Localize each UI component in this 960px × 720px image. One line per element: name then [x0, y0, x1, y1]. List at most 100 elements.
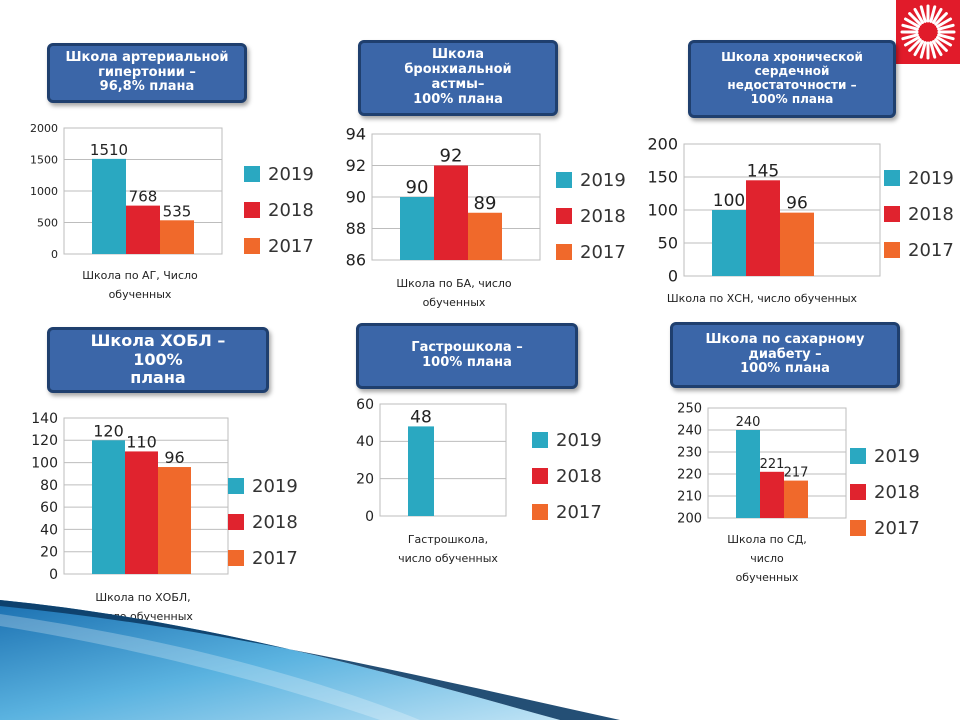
- bar-2018: [434, 165, 468, 260]
- legend-swatch: [228, 478, 244, 494]
- bar-2019: [712, 210, 746, 276]
- legend-label: 2017: [252, 547, 298, 569]
- legend-item-2018: 2018: [532, 458, 602, 494]
- legend-label: 2018: [556, 465, 602, 487]
- legend-swatch: [532, 432, 548, 448]
- legend-label: 2017: [908, 239, 954, 261]
- bar-2017: [780, 212, 814, 276]
- y-tick-label: 200: [677, 512, 702, 527]
- logo-ray: [903, 17, 920, 28]
- legend-item-2018: 2018: [884, 196, 954, 232]
- legend-item-2017: 2017: [244, 228, 314, 264]
- y-tick-label: 60: [356, 397, 374, 413]
- plot-area: [379, 403, 507, 517]
- legend-swatch: [532, 468, 548, 484]
- x-category-label: Школа по АГ, Число обученных: [82, 269, 198, 301]
- y-tick-label: 100: [31, 455, 58, 471]
- legend-label: 2017: [556, 501, 602, 523]
- logo-ray: [929, 41, 937, 59]
- y-tick-label: 92: [346, 156, 366, 175]
- legend-label: 2019: [268, 163, 314, 185]
- legend-label: 2018: [908, 203, 954, 225]
- legend-swatch: [850, 520, 866, 536]
- logo-ray: [937, 23, 955, 31]
- data-label: 1510: [90, 141, 128, 159]
- y-tick-label: 0: [668, 267, 678, 286]
- bar-2017: [160, 220, 194, 254]
- x-category-label: Школа по СД, число обученных: [727, 533, 807, 584]
- data-label: 240: [736, 415, 761, 430]
- bar-2018: [746, 180, 780, 276]
- data-label: 768: [129, 188, 158, 206]
- legend-item-2019: 2019: [228, 468, 298, 504]
- y-tick-label: 50: [658, 234, 678, 253]
- y-tick-label: 230: [677, 446, 702, 461]
- legend-swatch: [884, 242, 900, 258]
- chart-title-diabetes: Школа по сахарному диабету – 100% плана: [670, 322, 900, 388]
- y-tick-label: 150: [647, 168, 678, 187]
- y-tick-label: 0: [49, 567, 58, 583]
- data-label: 221: [760, 457, 785, 472]
- data-label: 100: [713, 191, 745, 211]
- legend-label: 2017: [580, 241, 626, 263]
- logo-ray: [913, 7, 924, 24]
- legend-swatch: [884, 206, 900, 222]
- bar-2018: [126, 205, 160, 254]
- y-tick-label: 240: [677, 424, 702, 439]
- legend-label: 2019: [556, 429, 602, 451]
- legend-item-2018: 2018: [244, 192, 314, 228]
- logo-ray: [932, 7, 943, 24]
- y-tick-label: 60: [40, 500, 58, 516]
- legend-swatch: [850, 448, 866, 464]
- sun-logo-icon: [896, 0, 960, 64]
- logo-ray: [934, 12, 948, 26]
- x-category-label: Гастрошкола, число обученных: [398, 533, 498, 565]
- legend-label: 2017: [874, 517, 920, 539]
- logo-ray: [908, 12, 922, 26]
- y-tick-label: 94: [346, 125, 366, 144]
- legend-label: 2019: [580, 169, 626, 191]
- legend-label: 2018: [580, 205, 626, 227]
- y-tick-label: 500: [37, 216, 58, 229]
- bar-2018: [125, 451, 158, 574]
- legend-label: 2018: [268, 199, 314, 221]
- legend-swatch: [244, 238, 260, 254]
- bar-2019: [92, 158, 126, 254]
- y-tick-label: 2000: [30, 122, 58, 135]
- legend-item-2018: 2018: [228, 504, 298, 540]
- logo-ray: [901, 33, 919, 41]
- data-label: 535: [163, 202, 192, 220]
- logo-ray: [936, 36, 953, 47]
- data-label: 90: [406, 177, 429, 198]
- bar-2019: [408, 426, 434, 516]
- bar-2019: [736, 430, 760, 518]
- legend-item-2017: 2017: [228, 540, 298, 576]
- legend-item-2019: 2019: [556, 162, 626, 198]
- data-label: 120: [93, 421, 124, 440]
- legend-label: 2019: [908, 167, 954, 189]
- data-label: 92: [440, 146, 463, 167]
- bar-2018: [760, 471, 784, 518]
- bar-2017: [784, 480, 808, 518]
- legend-swatch: [884, 170, 900, 186]
- x-category-label: Школа по ХСН, число обученных: [666, 292, 858, 305]
- y-tick-label: 40: [356, 434, 374, 450]
- x-category-label: Школа по БА, число обученных: [396, 277, 512, 309]
- data-label: 48: [410, 407, 432, 427]
- logo-ray: [929, 5, 937, 23]
- chart-title-heart-failure: Школа хронической сердечной недостаточно…: [688, 40, 896, 118]
- legend-item-2019: 2019: [244, 156, 314, 192]
- decorative-wave: [0, 600, 620, 720]
- y-tick-label: 0: [51, 248, 58, 261]
- legend-label: 2018: [874, 481, 920, 503]
- legend-item-2017: 2017: [556, 234, 626, 270]
- legend-label: 2019: [252, 475, 298, 497]
- logo-ray: [901, 23, 919, 31]
- legend-swatch: [556, 172, 572, 188]
- y-tick-label: 0: [365, 509, 374, 525]
- y-tick-label: 90: [346, 188, 366, 207]
- legend-label: 2018: [252, 511, 298, 533]
- legend-swatch: [532, 504, 548, 520]
- y-tick-label: 1000: [30, 185, 58, 198]
- chart-title-asthma: Школа бронхиальной астмы– 100% плана: [358, 40, 558, 116]
